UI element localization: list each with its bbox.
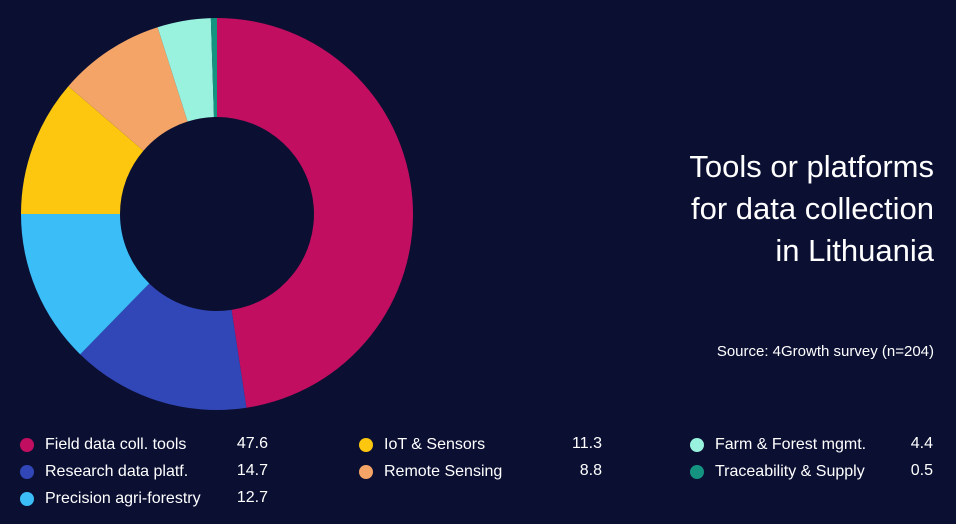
legend-value: 4.4 <box>910 435 933 452</box>
legend-swatch <box>20 438 34 452</box>
chart-title-line-1: Tools or platforms <box>689 149 934 184</box>
donut-slice-2 <box>80 283 247 411</box>
legend-label: Farm & Forest mgmt. <box>715 436 867 453</box>
legend-item-remote-sensing: Remote Sensing 8.8 <box>359 460 602 484</box>
chart-title-line-2: for data collection <box>691 191 934 226</box>
donut-slice-7 <box>210 18 217 118</box>
legend-item-research-data: Research data platf. 14.7 <box>20 460 268 484</box>
donut-slice-4 <box>21 86 144 214</box>
legend-item-farm-forest: Farm & Forest mgmt. 4.4 <box>690 433 933 457</box>
donut-slice-3 <box>21 214 150 355</box>
legend-item-iot-sensors: IoT & Sensors 11.3 <box>359 433 602 457</box>
legend-label: Research data platf. <box>45 463 189 480</box>
legend-label: Remote Sensing <box>384 463 503 480</box>
legend-value: 11.3 <box>572 435 602 452</box>
legend-value: 47.6 <box>236 435 268 452</box>
legend-swatch <box>359 438 373 452</box>
donut-slice-5 <box>68 27 188 151</box>
legend-swatch <box>359 465 373 479</box>
legend-value: 8.8 <box>579 462 602 479</box>
legend-label: IoT & Sensors <box>384 436 486 453</box>
legend-item-traceability: Traceability & Supply 0.5 <box>690 460 933 484</box>
donut-slice-6 <box>157 18 214 122</box>
chart-source: Source: 4Growth survey (n=204) <box>716 343 934 360</box>
legend-label: Traceability & Supply <box>715 463 865 480</box>
legend-label: Precision agri-forestry <box>45 490 201 507</box>
legend-item-field-data: Field data coll. tools 47.6 <box>20 433 268 457</box>
legend-swatch <box>690 465 704 479</box>
donut-slice-1 <box>217 18 413 408</box>
chart-title: Tools or platforms for data collection i… <box>534 146 934 272</box>
legend-value: 0.5 <box>910 462 933 479</box>
legend-swatch <box>20 465 34 479</box>
legend-item-precision-agri: Precision agri-forestry 12.7 <box>20 487 268 511</box>
legend-value: 12.7 <box>236 489 268 506</box>
chart-title-line-3: in Lithuania <box>775 233 934 268</box>
legend-swatch <box>20 492 34 506</box>
legend-label: Field data coll. tools <box>45 436 187 453</box>
legend-value: 14.7 <box>236 462 268 479</box>
legend-swatch <box>690 438 704 452</box>
donut-chart <box>21 18 413 411</box>
